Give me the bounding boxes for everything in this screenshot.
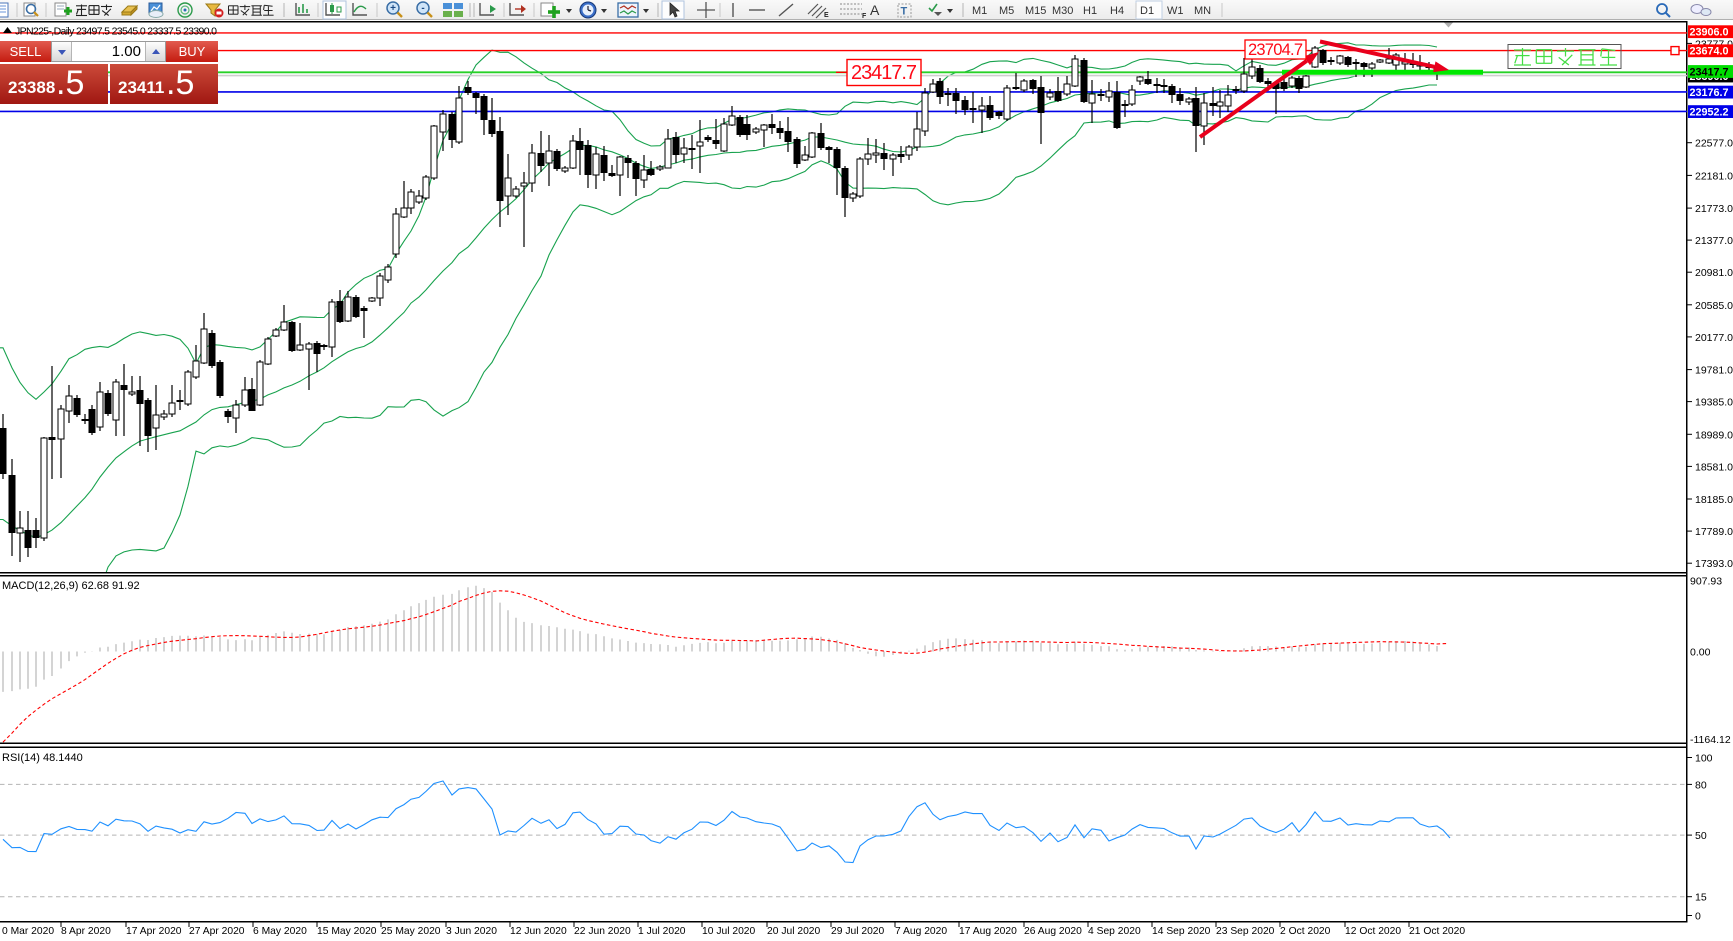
- svg-text:23704.7: 23704.7: [1248, 41, 1303, 59]
- svg-text:20981.0: 20981.0: [1695, 267, 1733, 279]
- svg-text:21773.0: 21773.0: [1695, 203, 1733, 215]
- svg-text:-: -: [421, 3, 424, 14]
- svg-text:17393.0: 17393.0: [1695, 558, 1733, 570]
- svg-text:100: 100: [1695, 753, 1713, 765]
- svg-text:23417.7: 23417.7: [1690, 66, 1729, 78]
- svg-text:23 Sep 2020: 23 Sep 2020: [1216, 926, 1275, 937]
- svg-text:23417.7: 23417.7: [851, 62, 917, 84]
- svg-text:23906.0: 23906.0: [1690, 27, 1729, 39]
- svg-text:JPN225-,Daily 23497.5 23545.0: JPN225-,Daily 23497.5 23545.0 23337.5 23…: [15, 26, 217, 38]
- svg-text:17 Apr 2020: 17 Apr 2020: [126, 926, 182, 937]
- svg-text:M15: M15: [1025, 5, 1046, 17]
- svg-text:20585.0: 20585.0: [1695, 300, 1733, 312]
- svg-text:15: 15: [1695, 892, 1707, 904]
- svg-text:22 Jun 2020: 22 Jun 2020: [574, 926, 631, 937]
- svg-text:14 Sep 2020: 14 Sep 2020: [1152, 926, 1211, 937]
- svg-text:22952.2: 22952.2: [1690, 106, 1729, 118]
- svg-text:19781.0: 19781.0: [1695, 365, 1733, 377]
- svg-text:7 Aug 2020: 7 Aug 2020: [895, 926, 947, 937]
- svg-text:23674.0: 23674.0: [1690, 46, 1729, 58]
- svg-text:907.93: 907.93: [1690, 576, 1722, 588]
- svg-text:6 May 2020: 6 May 2020: [253, 926, 307, 937]
- svg-text:RSI(14) 48.1440: RSI(14) 48.1440: [2, 752, 83, 764]
- svg-text:27 Apr 2020: 27 Apr 2020: [189, 926, 245, 937]
- svg-text:M1: M1: [972, 5, 987, 17]
- svg-text:21 Oct 2020: 21 Oct 2020: [1409, 926, 1465, 937]
- svg-text:21377.0: 21377.0: [1695, 235, 1733, 247]
- svg-text:50: 50: [1695, 830, 1707, 842]
- svg-text:M5: M5: [999, 5, 1014, 17]
- svg-text:0 Mar 2020: 0 Mar 2020: [2, 926, 54, 937]
- svg-text:25 May 2020: 25 May 2020: [381, 926, 441, 937]
- svg-text:T: T: [901, 6, 908, 18]
- svg-text:18581.0: 18581.0: [1695, 461, 1733, 473]
- svg-text:80: 80: [1695, 779, 1707, 791]
- svg-text:W1: W1: [1167, 5, 1184, 17]
- svg-text:MACD(12,26,9) 62.68 91.92: MACD(12,26,9) 62.68 91.92: [2, 580, 140, 592]
- svg-text:1 Jul 2020: 1 Jul 2020: [638, 926, 686, 937]
- svg-text:22181.0: 22181.0: [1695, 170, 1733, 182]
- svg-text:29 Jul 2020: 29 Jul 2020: [831, 926, 885, 937]
- svg-text:12 Oct 2020: 12 Oct 2020: [1345, 926, 1401, 937]
- svg-text:0: 0: [1695, 911, 1701, 923]
- svg-text:E: E: [824, 12, 829, 19]
- svg-text:F: F: [862, 13, 867, 20]
- svg-text:12 Jun 2020: 12 Jun 2020: [510, 926, 567, 937]
- svg-text:H1: H1: [1083, 5, 1097, 17]
- svg-text:4 Sep 2020: 4 Sep 2020: [1088, 926, 1141, 937]
- svg-text:M30: M30: [1052, 5, 1073, 17]
- svg-text:23176.7: 23176.7: [1690, 87, 1729, 99]
- svg-text:A: A: [870, 2, 880, 18]
- svg-text:0.00: 0.00: [1690, 647, 1711, 659]
- svg-text:20 Jul 2020: 20 Jul 2020: [767, 926, 821, 937]
- svg-text:3 Jun 2020: 3 Jun 2020: [446, 926, 497, 937]
- svg-text:22577.0: 22577.0: [1695, 138, 1733, 150]
- svg-text:20177.0: 20177.0: [1695, 332, 1733, 344]
- svg-text:26 Aug 2020: 26 Aug 2020: [1024, 926, 1082, 937]
- svg-text:15 May 2020: 15 May 2020: [317, 926, 377, 937]
- svg-text:MN: MN: [1194, 5, 1211, 17]
- svg-text:+: +: [390, 3, 396, 14]
- svg-text:-1164.12: -1164.12: [1690, 734, 1731, 746]
- svg-text:8 Apr 2020: 8 Apr 2020: [61, 926, 111, 937]
- svg-text:H4: H4: [1110, 5, 1124, 17]
- svg-text:10 Jul 2020: 10 Jul 2020: [702, 926, 756, 937]
- svg-text:18989.0: 18989.0: [1695, 429, 1733, 441]
- svg-text:D1: D1: [1140, 5, 1154, 17]
- svg-text:17789.0: 17789.0: [1695, 526, 1733, 538]
- svg-text:19385.0: 19385.0: [1695, 397, 1733, 409]
- svg-text:2 Oct 2020: 2 Oct 2020: [1280, 926, 1331, 937]
- svg-text:18185.0: 18185.0: [1695, 494, 1733, 506]
- svg-text:17 Aug 2020: 17 Aug 2020: [959, 926, 1017, 937]
